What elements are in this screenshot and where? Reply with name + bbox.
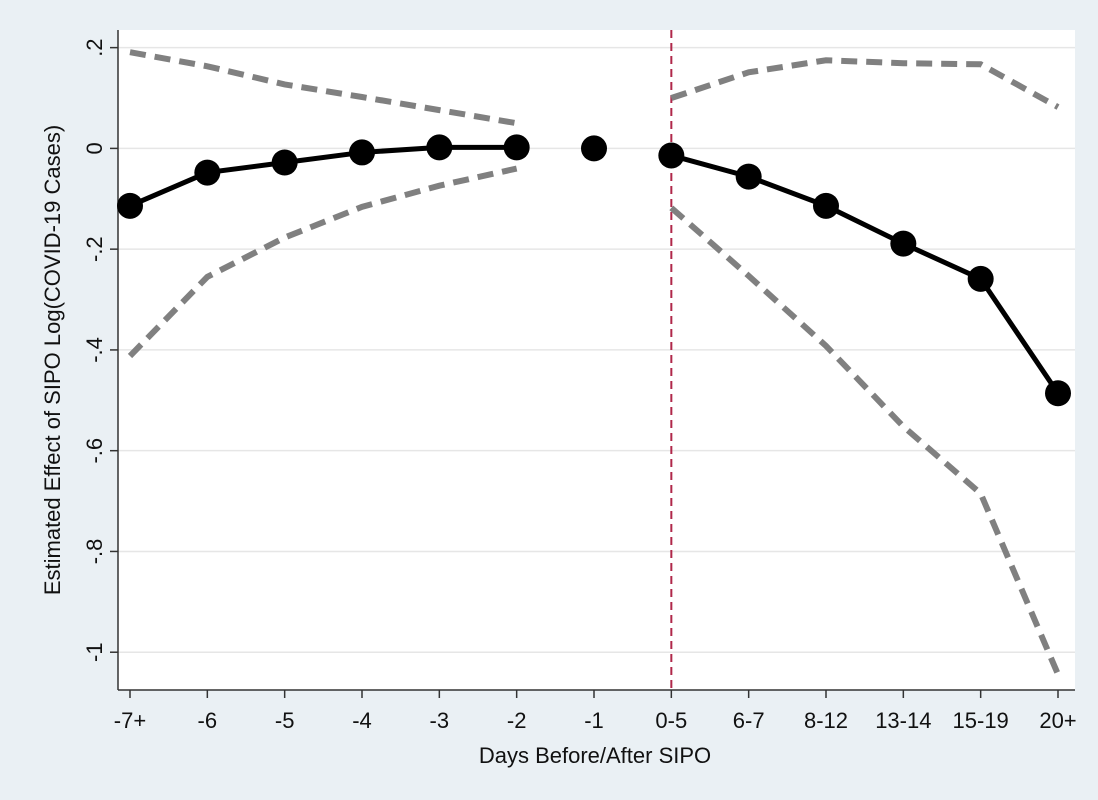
- estimate-point: [503, 134, 530, 161]
- x-tick-label: -3: [430, 708, 450, 733]
- y-tick-label: -.2: [82, 236, 107, 262]
- y-tick-label: -.4: [82, 337, 107, 363]
- x-tick-label: 20+: [1039, 708, 1076, 733]
- x-tick-label: 0-5: [655, 708, 687, 733]
- x-axis-label: Days Before/After SIPO: [479, 743, 711, 768]
- estimate-point: [117, 192, 143, 219]
- x-tick-label: 8-12: [804, 708, 848, 733]
- estimate-point: [349, 139, 375, 166]
- y-tick-label: -.8: [82, 539, 107, 565]
- x-tick-label: -2: [507, 708, 527, 733]
- estimate-point: [271, 149, 298, 176]
- estimate-point: [813, 192, 839, 219]
- estimate-point: [890, 230, 917, 257]
- estimate-point: [967, 265, 994, 292]
- estimate-point: [581, 135, 607, 162]
- estimate-point: [426, 134, 453, 161]
- x-tick-label: -6: [198, 708, 218, 733]
- plot-area: [118, 30, 1075, 690]
- ci-line: [127, 165, 1061, 676]
- x-tick-label: -1: [584, 708, 604, 733]
- y-tick-label: .2: [82, 38, 107, 56]
- estimate-line: [670, 153, 1061, 395]
- y-tick-label: 0: [82, 142, 107, 154]
- x-tick-label: -7+: [114, 708, 146, 733]
- x-tick-label: 15-19: [953, 708, 1009, 733]
- x-tick-label: -5: [275, 708, 295, 733]
- estimate-point: [1045, 380, 1071, 407]
- x-tick-label: -4: [352, 708, 372, 733]
- estimate-point: [735, 163, 762, 190]
- estimate-point: [658, 142, 685, 169]
- x-tick-label: 6-7: [733, 708, 765, 733]
- x-tick-label: 13-14: [875, 708, 931, 733]
- y-tick-label: -1: [82, 642, 107, 662]
- y-axis-label: Estimated Effect of SIPO Log(COVID-19 Ca…: [40, 125, 65, 595]
- y-tick-label: -.6: [82, 438, 107, 464]
- estimate-point: [194, 159, 221, 186]
- ci-line: [129, 49, 1060, 127]
